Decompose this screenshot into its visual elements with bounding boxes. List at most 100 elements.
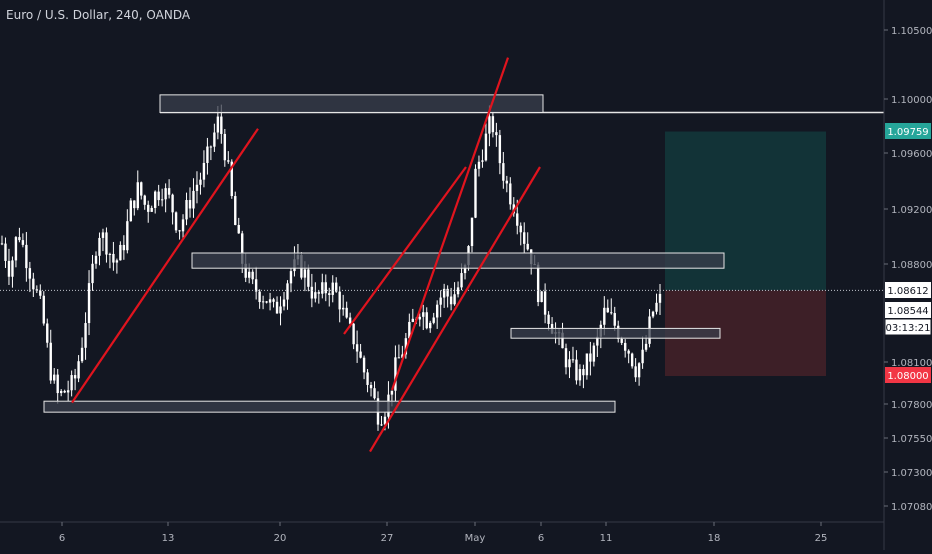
candle-body [523, 232, 526, 244]
candle-body [627, 350, 630, 354]
candle-body [63, 390, 66, 393]
candle-body [637, 363, 641, 378]
candle-body [272, 299, 275, 302]
candle-body [634, 366, 637, 378]
candle-body [456, 287, 460, 295]
candle-body [477, 161, 481, 169]
candle-body [620, 338, 623, 343]
candle-body [164, 188, 167, 200]
candle-body [366, 372, 369, 385]
price-badge-label: 1.09759 [887, 127, 928, 138]
candle-body [181, 219, 185, 232]
candle-body [404, 338, 408, 355]
y-tick-label: 1.07550 [891, 434, 932, 445]
candle-body [630, 353, 634, 367]
candle-body [442, 288, 446, 298]
candle-body [432, 317, 435, 323]
price-badge-label: 1.08000 [887, 371, 928, 382]
candle-body [613, 313, 616, 326]
candle-body [303, 269, 307, 278]
candle-body [112, 253, 115, 263]
x-tick-label: 25 [815, 533, 828, 544]
candle-body [481, 160, 484, 162]
candle-body [147, 204, 150, 212]
candle-body [449, 296, 453, 305]
price-badge-label: 1.08612 [887, 286, 928, 297]
candle-body [331, 282, 334, 295]
candle-body [49, 342, 52, 381]
candle-body [53, 374, 56, 381]
candle-body [575, 359, 578, 381]
candle-body [429, 322, 432, 329]
candle-body [495, 132, 498, 136]
x-tick-label: 11 [600, 533, 613, 544]
candle-body [84, 323, 87, 348]
candle-body [321, 282, 324, 294]
candle-body [119, 244, 122, 261]
candle-body [46, 323, 49, 343]
candle-body [658, 293, 662, 303]
candle-body [345, 307, 348, 318]
candle-body [105, 232, 108, 255]
price-badge-entry [885, 282, 931, 298]
candle-body [324, 282, 327, 294]
candle-body [80, 347, 84, 362]
candle-body [362, 357, 366, 373]
candle-body [380, 424, 383, 426]
candle-body [279, 306, 282, 314]
candle-body [73, 375, 77, 379]
candle-body [91, 263, 94, 284]
candle-body [505, 180, 509, 184]
candle-body [209, 146, 213, 148]
candle-body [241, 233, 244, 264]
candle-body [167, 188, 171, 195]
candle-body [435, 304, 439, 318]
candle-body [592, 345, 596, 362]
candle-body [307, 269, 310, 287]
candle-body [359, 351, 362, 358]
candle-body [87, 283, 91, 324]
candle-body [188, 200, 192, 209]
candle-body [355, 344, 359, 352]
candle-body [157, 191, 160, 201]
candle-body [460, 273, 463, 288]
candle-body [28, 268, 32, 279]
candle-body [174, 212, 178, 231]
candle-body [261, 301, 265, 303]
candle-body [258, 291, 261, 303]
candle-body [14, 237, 18, 261]
candle-body [286, 283, 289, 300]
top-zone [159, 94, 544, 113]
candle-body [463, 265, 467, 274]
candle-body [536, 264, 540, 303]
candle-body [519, 225, 522, 233]
candle-body [230, 161, 233, 197]
candle-body [98, 237, 101, 256]
candle-body [7, 260, 11, 277]
candle-body [143, 195, 146, 205]
candle-body [390, 390, 394, 395]
y-tick-label: 1.07800 [891, 400, 932, 411]
candle-body [491, 116, 495, 133]
candle-body [408, 321, 411, 339]
candle-body [195, 184, 199, 191]
candle-body [603, 307, 606, 325]
candle-body [223, 133, 227, 161]
candle-body [220, 116, 223, 134]
candle-body [150, 207, 153, 212]
candle-body [348, 317, 352, 324]
y-tick-label: 1.09600 [891, 149, 932, 160]
candle-body [160, 199, 164, 201]
candle-body [484, 133, 488, 161]
candle-body [401, 354, 404, 358]
candle-body [582, 369, 585, 376]
candle-body [540, 291, 543, 303]
candle-body [11, 260, 14, 277]
x-tick-label: 18 [708, 533, 721, 544]
candle-body [237, 224, 240, 234]
x-tick-label: 6 [59, 533, 65, 544]
candle-body [338, 291, 341, 310]
candle-body [651, 311, 655, 317]
